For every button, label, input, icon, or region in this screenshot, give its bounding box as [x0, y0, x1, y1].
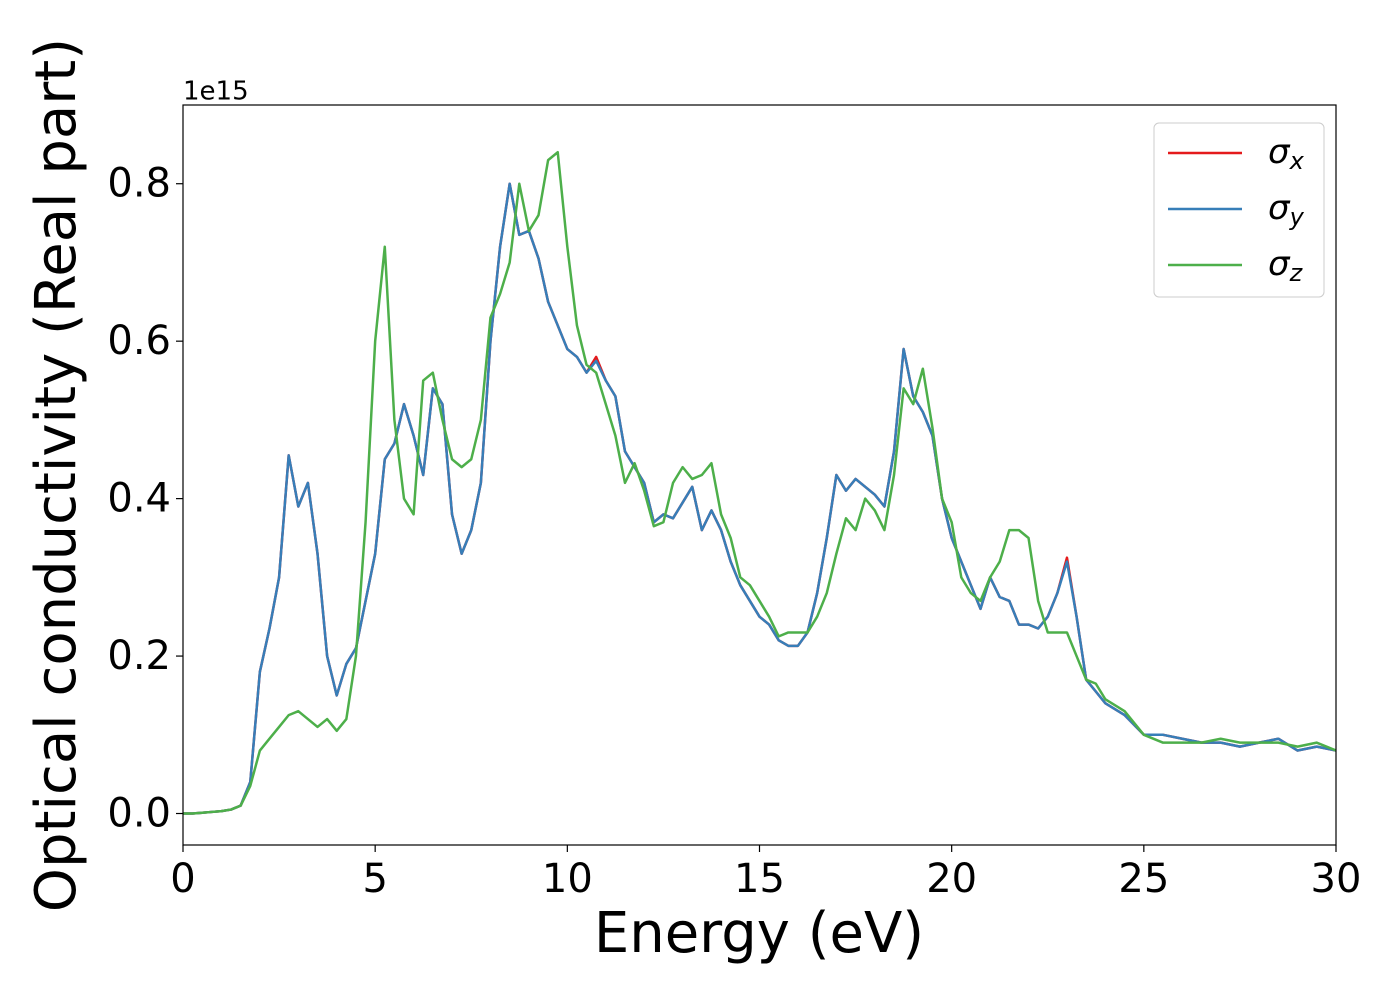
- y-tick-label: 0.4: [107, 476, 171, 522]
- x-tick-label: 0: [170, 856, 195, 902]
- x-axis-label: Energy (eV): [594, 901, 924, 966]
- x-tick-label: 5: [362, 856, 387, 902]
- y-tick-label: 0.8: [107, 161, 171, 207]
- y-tick-label: 0.2: [107, 633, 171, 679]
- series-line: [183, 150, 1336, 815]
- x-tick-label: 20: [926, 856, 977, 902]
- y-tick-label: 0.6: [107, 318, 171, 364]
- y-tick-label: 0.0: [107, 791, 171, 837]
- plot-lines: [183, 150, 1336, 815]
- x-tick-label: 10: [542, 856, 593, 902]
- plot-frame: [182, 104, 1337, 846]
- legend-label: σz: [1268, 244, 1304, 288]
- y-offset-label: 1e15: [183, 77, 249, 107]
- legend-label: σy: [1268, 188, 1305, 232]
- legend-label: σx: [1268, 132, 1305, 176]
- x-tick-label: 25: [1118, 856, 1169, 902]
- x-tick-label: 15: [734, 856, 785, 902]
- y-axis-label: Optical conductivity (Real part): [24, 38, 89, 912]
- x-tick-label: 30: [1311, 856, 1362, 902]
